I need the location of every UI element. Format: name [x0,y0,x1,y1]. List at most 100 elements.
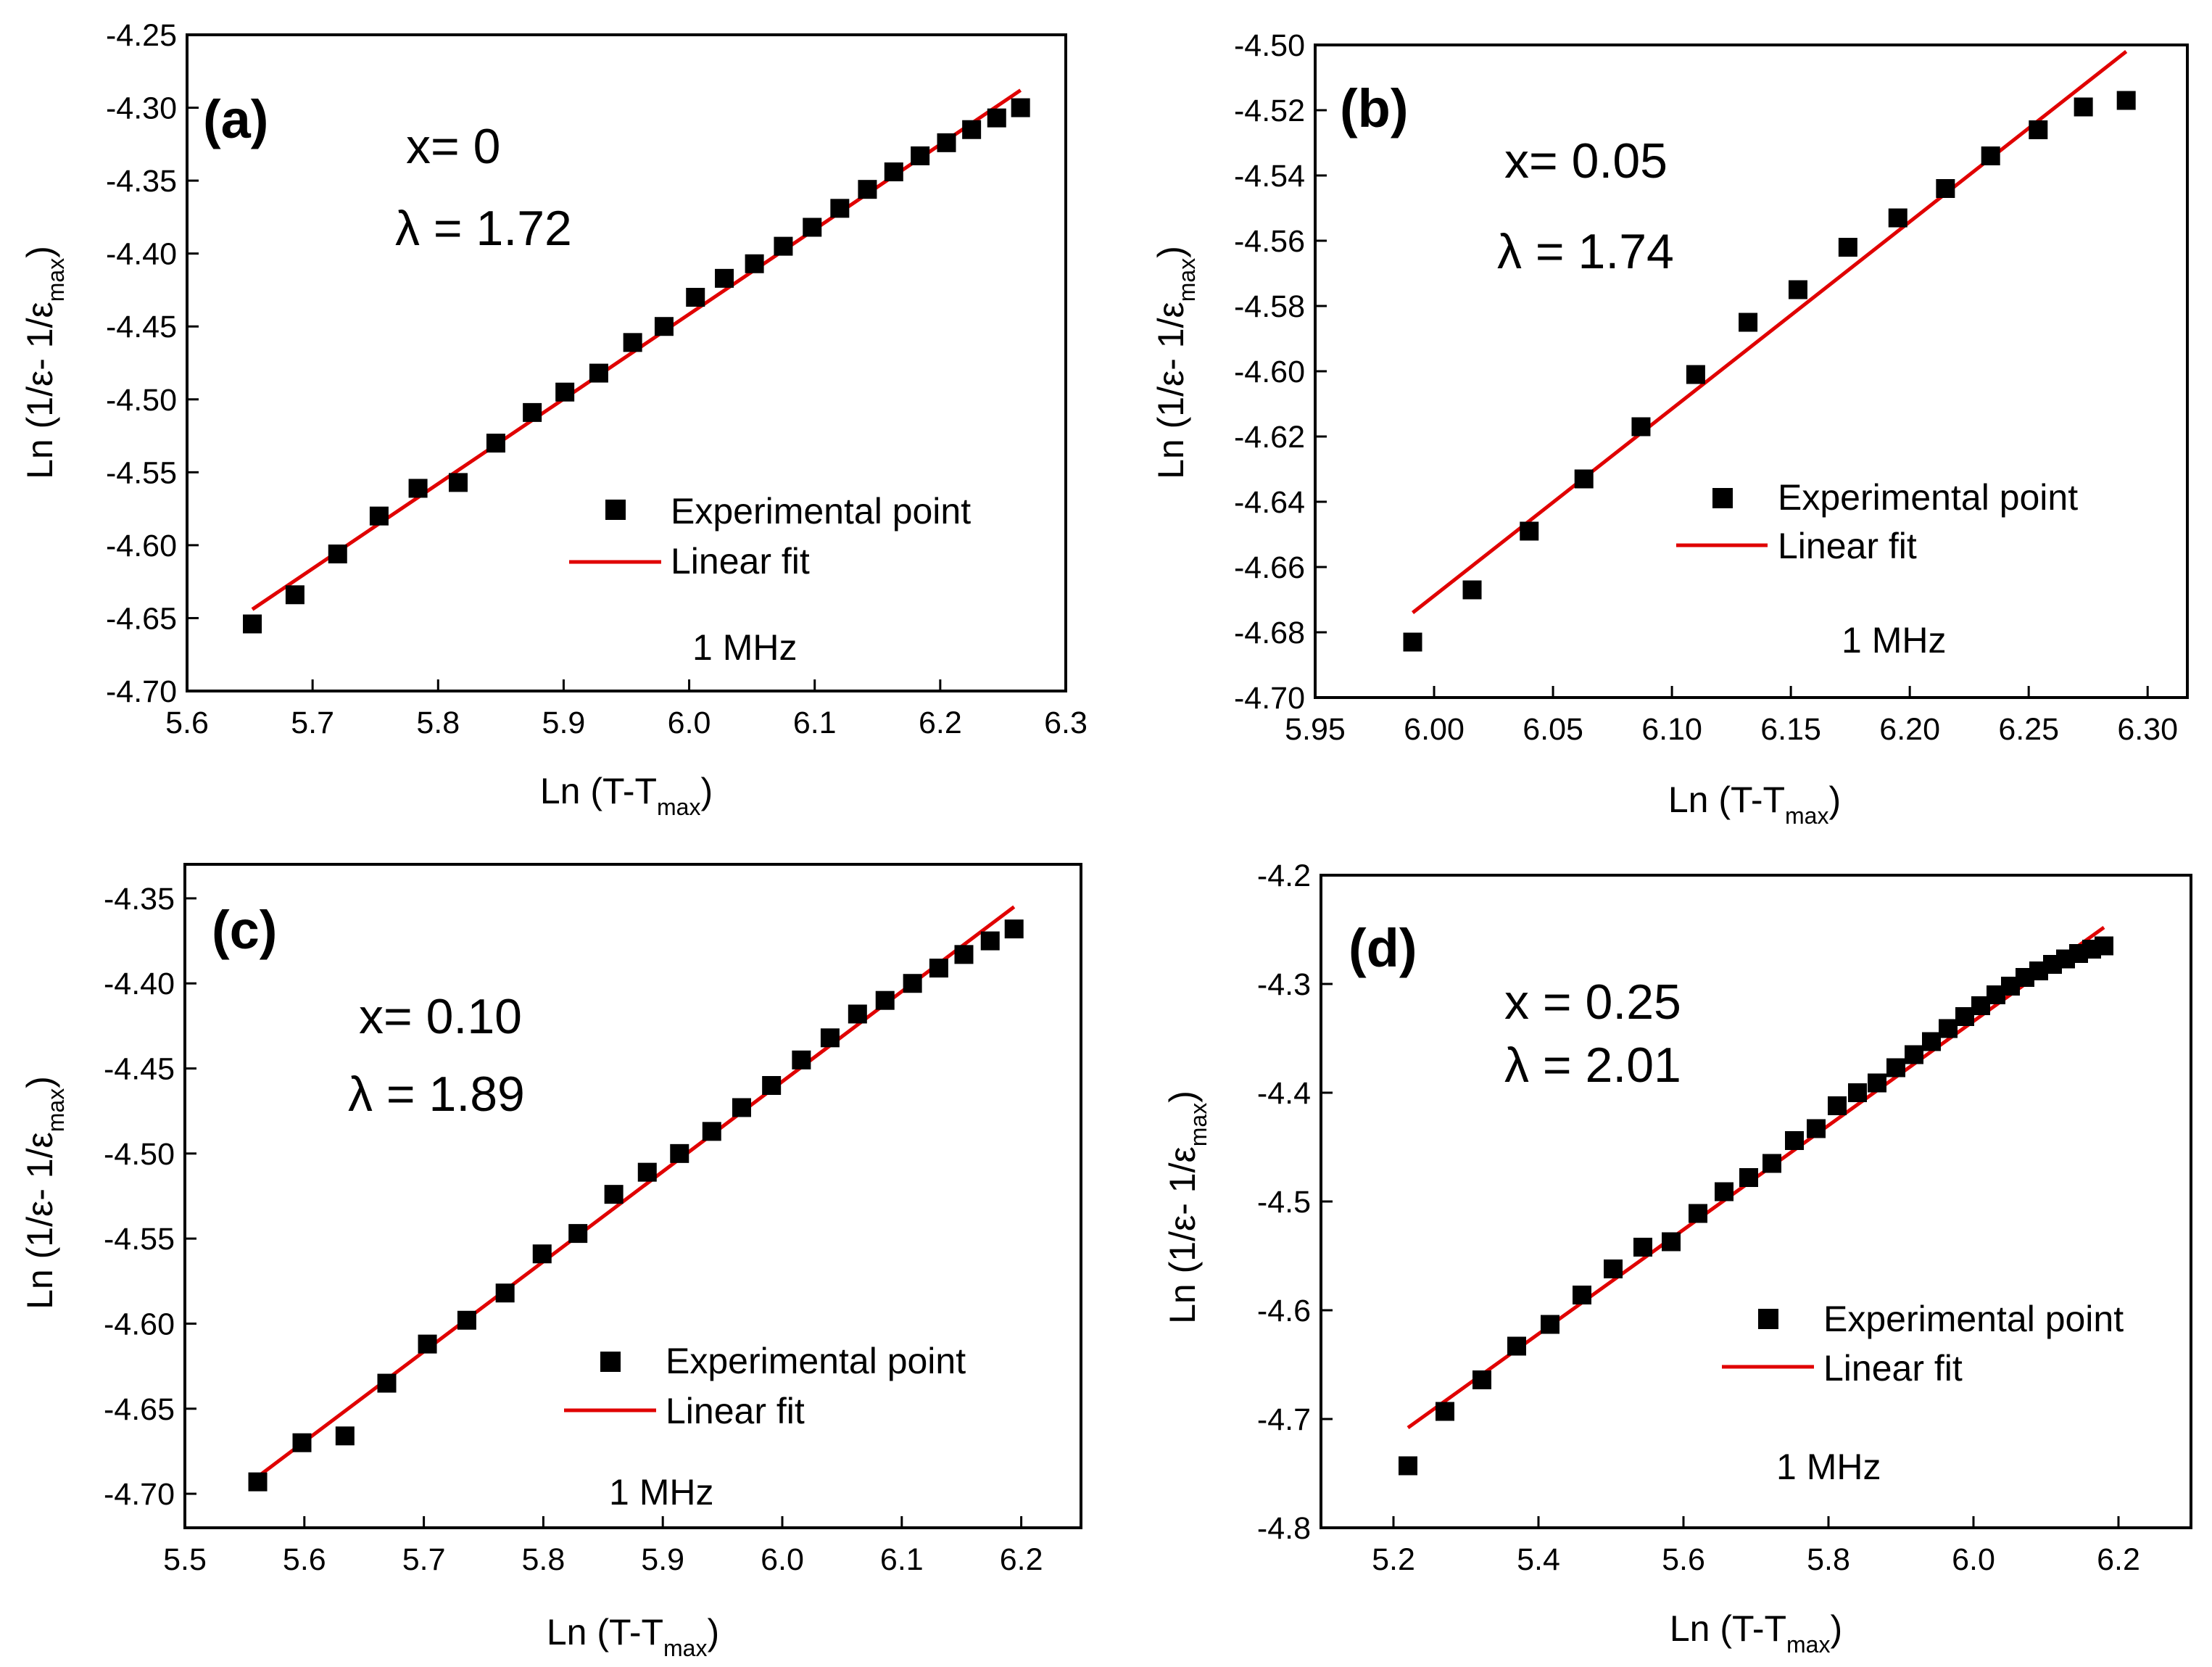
x-tick-label: 5.8 [1807,1542,1850,1577]
composition-label: x = 0.25 [1504,975,1681,1030]
data-point [858,180,877,199]
data-point [903,974,922,993]
data-point [962,120,982,139]
x-tick-label: 5.9 [542,706,586,740]
x-tick-label: 5.4 [1517,1542,1560,1577]
data-point [937,133,956,152]
y-tick-label: -4.70 [1234,681,1305,716]
chart-panel-d: 5.2 5.4 5.6 5.8 6.0 6.2 -4.2-4.3-4.4-4.5-4.6-… [1162,859,2192,1658]
x-tick-label: 6.20 [1879,712,1940,747]
data-point [670,1143,689,1163]
x-tick-label: 5.9 [641,1542,684,1577]
data-point [1905,1045,1923,1064]
data-point [1004,919,1024,939]
x-tick-label: 5.95 [1285,712,1346,747]
data-point [715,268,734,288]
plot-frame [1314,44,2189,699]
data-point [803,218,822,237]
experimental-points [1399,936,2113,1476]
data-point [292,1433,312,1452]
data-point [1785,1131,1804,1150]
y-tick-label: -4.25 [106,18,177,53]
x-tick-label: 6.10 [1641,712,1702,747]
data-point [1689,1204,1707,1223]
chart-panel-b: 5.95 6.00 6.05 6.10 6.15 6.20 6.25 6.30 -4.50-4… [1151,28,2189,829]
experimental-points [1403,91,2136,652]
legend-fit-label: Linear fit [1823,1348,1963,1389]
legend-points-label: Experimental point [1778,477,2078,518]
y-tick-label: -4.70 [106,674,177,709]
data-point [954,945,974,964]
data-point [568,1224,588,1244]
y-axis-ticks: -4.50 -4.52 -4.54 -4.56 -4.58 -4.60 -4.62 -4.64… [1234,28,1327,716]
lambda-label: λ = 2.01 [1504,1038,1681,1093]
data-point [732,1098,751,1117]
y-tick-label: -4.5 [1257,1185,1311,1220]
data-point [745,254,764,273]
x-tick-label: 6.15 [1760,712,1821,747]
y-tick-label: -4.50 [106,383,177,418]
x-tick-label: 6.00 [1404,712,1465,747]
data-point [2116,91,2136,110]
x-axis-ticks: 5.95 6.00 6.05 6.10 6.15 6.20 6.25 6.30 [1285,686,2178,747]
data-point [1462,580,1482,600]
frequency-label: 1 MHz [1776,1447,1881,1487]
data-point [248,1472,268,1492]
x-tick-label: 6.25 [1998,712,2059,747]
data-point [1686,365,1705,384]
data-point [1838,238,1857,257]
data-point [875,990,895,1010]
panel-label: (b) [1340,78,1409,138]
x-tick-label: 5.6 [283,1542,326,1577]
x-axis-label: Ln (T-Tmax) [547,1612,719,1661]
y-tick-label: -4.2 [1257,859,1311,893]
y-tick-label: -4.3 [1257,967,1311,1002]
x-tick-label: 6.2 [919,706,962,740]
y-axis-ticks: -4.35 -4.40 -4.45 -4.50 -4.55 -4.60 -4.65 -4.70 [104,882,196,1512]
x-tick-label: 6.0 [1952,1542,1995,1577]
plot-frame [183,863,1082,1529]
chart-panel-a: 5.6 5.7 5.8 5.9 6.0 6.1 6.2 6.3 -4.25 -4.30 -4.35… [20,18,1088,820]
legend-fit-label: Linear fit [671,541,810,582]
data-point [408,479,428,498]
panel-label: (c) [212,900,277,960]
data-point [1955,1007,1974,1026]
x-tick-label: 6.0 [668,706,711,740]
y-tick-label: -4.35 [106,164,177,199]
data-point [774,236,793,256]
y-axis-label: Ln (1/ε- 1/εmax) [1162,1091,1211,1324]
y-tick-label: -4.54 [1234,159,1305,194]
data-point [792,1050,811,1070]
data-point [623,333,642,352]
data-point [1739,313,1758,332]
data-point [532,1244,552,1264]
data-point [1399,1456,1417,1476]
y-tick-label: -4.50 [1234,28,1305,63]
y-tick-label: -4.4 [1257,1076,1311,1111]
data-point [377,1373,397,1393]
data-point [1507,1336,1526,1356]
data-point [1936,179,1955,198]
x-tick-label: 5.8 [416,706,460,740]
data-point [523,402,542,422]
lambda-label: λ = 1.89 [348,1067,525,1122]
x-tick-label: 5.7 [291,706,334,740]
fit-line-segment [1411,50,2128,614]
legend-marker-icon [605,500,626,520]
legend-fit-label: Linear fit [1778,526,1917,566]
frequency-label: 1 MHz [692,627,797,668]
x-tick-label: 6.3 [1044,706,1088,740]
composition-label: x= 0.05 [1504,133,1668,189]
y-tick-label: -4.65 [106,601,177,636]
lambda-label: λ = 1.72 [395,201,572,256]
data-point [2095,936,2113,956]
legend-marker-icon [600,1352,621,1372]
data-point [1939,1019,1958,1038]
plot-frame [186,33,1067,692]
x-axis-ticks: 5.2 5.4 5.6 5.8 6.0 6.2 [1372,1516,2140,1577]
data-point [830,199,850,218]
chart-panel-c: 5.5 5.6 5.7 5.8 5.9 6.0 6.1 6.2 -4.35 -4.40 -4.45… [20,863,1082,1661]
data-point [243,614,262,634]
y-tick-label: -4.40 [104,967,175,1001]
data-point [369,506,389,526]
